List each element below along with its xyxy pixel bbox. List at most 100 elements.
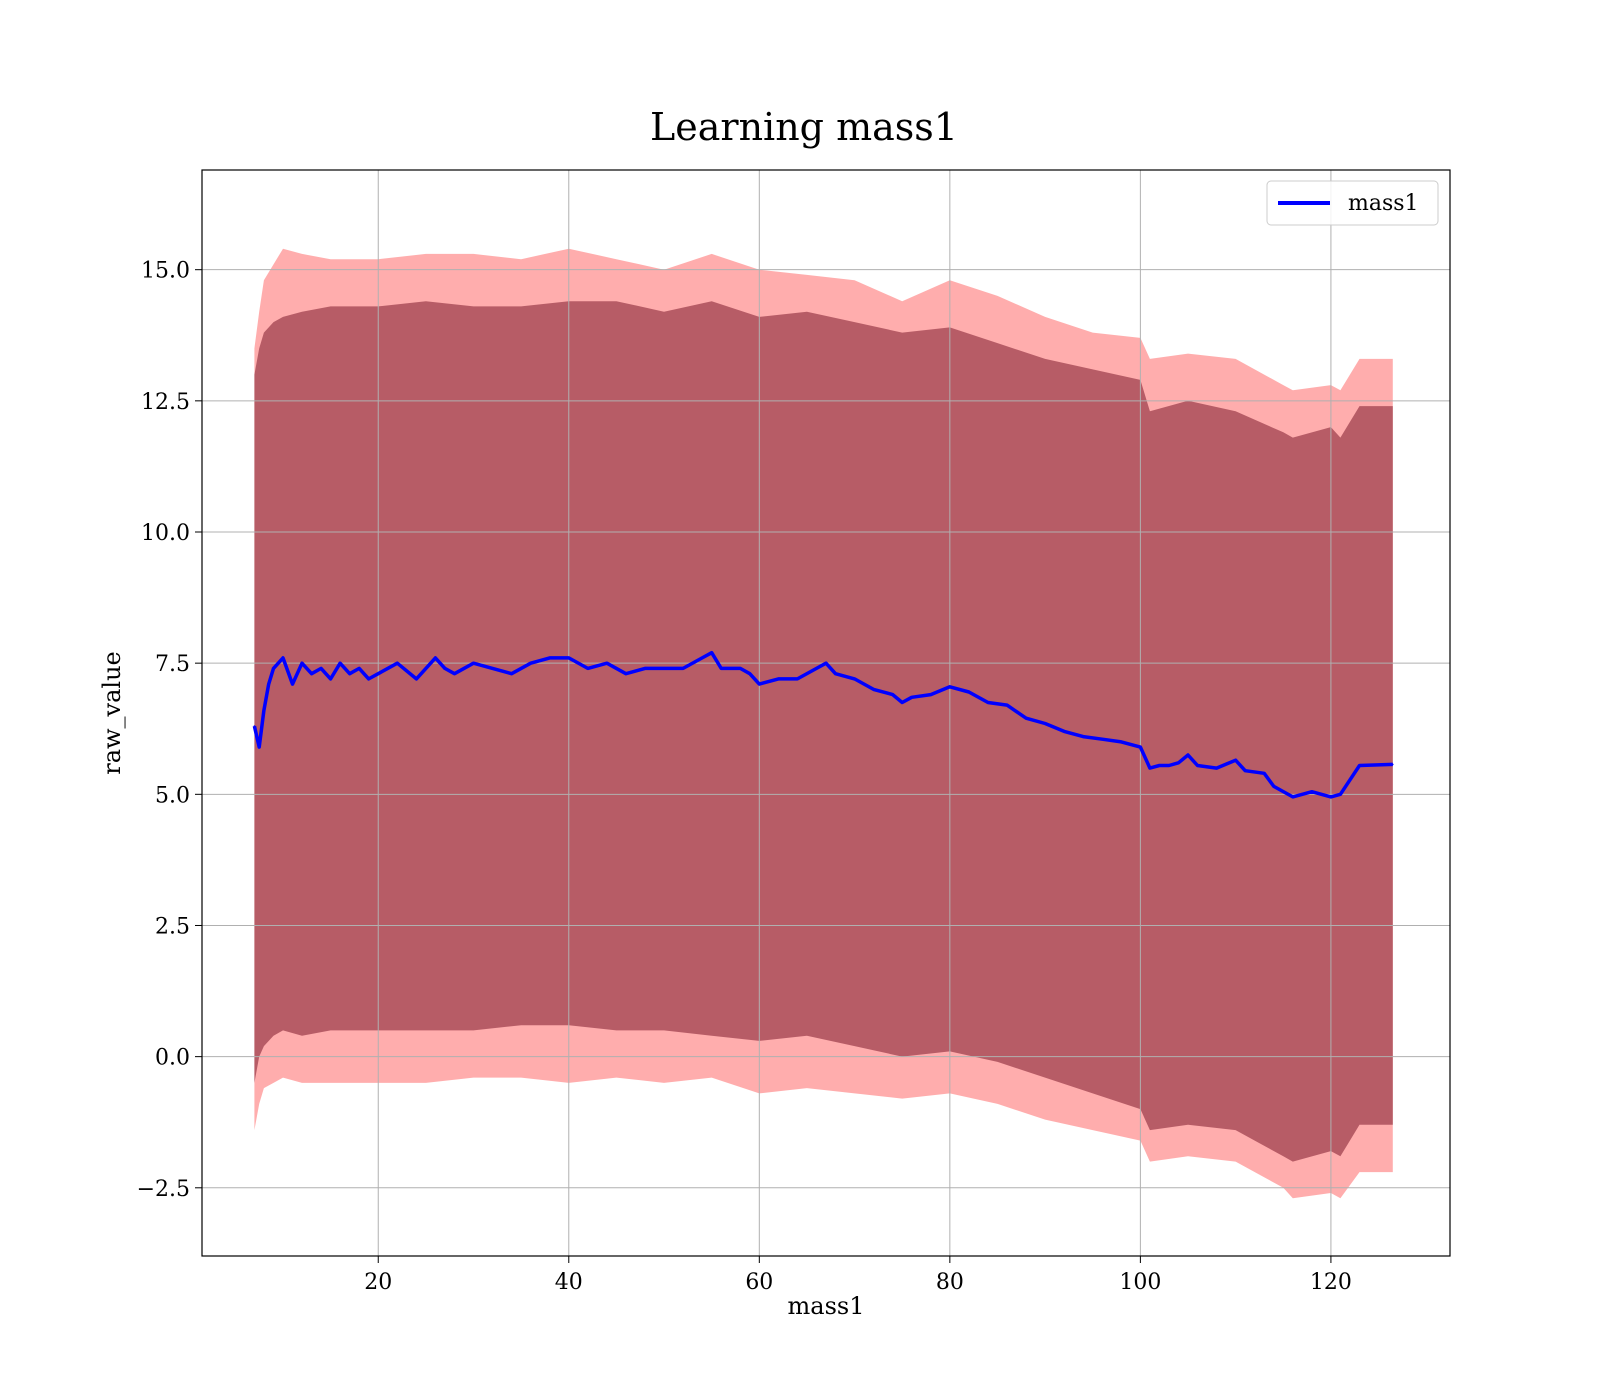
data-point <box>1392 763 1394 766</box>
x-axis-ticks: 20 40 60 80 100 120 <box>364 1256 1352 1295</box>
data-point <box>1101 738 1104 740</box>
series-layer <box>252 650 1394 799</box>
data-point <box>444 667 446 670</box>
data-point <box>1196 764 1199 767</box>
bands-layer <box>254 248 1393 1199</box>
data-point <box>1139 746 1142 748</box>
data-point <box>1358 764 1361 767</box>
data-point <box>1158 764 1161 767</box>
data-point <box>949 686 951 688</box>
data-point <box>291 683 294 685</box>
y-tick-label: 5.0 <box>155 783 190 808</box>
data-point <box>301 662 303 664</box>
x-tick-label: 100 <box>1119 1270 1161 1295</box>
data-point <box>472 662 475 664</box>
data-point <box>758 683 761 685</box>
data-point <box>282 657 284 659</box>
x-tick-label: 80 <box>936 1270 964 1295</box>
data-point <box>749 672 751 675</box>
data-point <box>777 678 780 680</box>
legend-box <box>1266 180 1439 226</box>
data-point <box>1234 759 1237 761</box>
data-point <box>453 672 456 675</box>
chart-title: Learning mass1 <box>650 105 958 149</box>
data-point <box>367 678 370 680</box>
data-point <box>348 672 351 675</box>
data-point <box>1025 717 1027 719</box>
data-point <box>1120 741 1123 743</box>
data-point <box>1311 790 1313 793</box>
data-point <box>320 667 322 670</box>
data-point <box>1177 762 1180 764</box>
x-tick-label: 60 <box>745 1270 773 1295</box>
data-point <box>1215 767 1218 769</box>
data-point <box>1149 767 1151 769</box>
data-point <box>568 657 570 659</box>
data-point <box>606 662 608 664</box>
y-tick-label: 12.5 <box>141 390 190 415</box>
y-axis-ticks: −2.5 0.0 2.5 5.0 7.5 10.0 12.5 15.0 <box>137 259 202 1202</box>
x-tick-label: 40 <box>555 1270 583 1295</box>
data-point <box>510 672 513 675</box>
x-axis-label: mass1 <box>788 1292 865 1320</box>
y-tick-label: 15.0 <box>141 259 190 284</box>
x-tick-label: 20 <box>364 1270 392 1295</box>
series-line-mass1 <box>252 650 1393 799</box>
data-point <box>272 667 275 670</box>
data-point <box>1168 764 1170 767</box>
data-point <box>396 662 399 664</box>
data-point <box>825 662 827 664</box>
data-point <box>377 672 380 675</box>
data-point <box>739 667 742 670</box>
legend: mass1 <box>1266 180 1439 226</box>
y-tick-label: 0.0 <box>155 1046 190 1071</box>
data-point <box>720 667 722 670</box>
data-point <box>253 725 256 727</box>
y-tick-label: 10.0 <box>141 521 190 546</box>
data-point <box>901 701 903 704</box>
data-point <box>1292 796 1294 798</box>
data-point <box>910 696 913 699</box>
data-point <box>587 667 589 670</box>
data-point <box>1006 704 1008 706</box>
data-point <box>1044 722 1046 725</box>
legend-label: mass1 <box>1348 191 1419 216</box>
data-point <box>548 657 551 659</box>
data-point <box>258 746 261 748</box>
data-point <box>682 667 684 670</box>
data-point <box>968 691 970 693</box>
data-point <box>834 672 837 675</box>
data-point <box>310 672 313 675</box>
data-point <box>853 678 856 680</box>
data-point <box>358 667 361 670</box>
y-tick-label: 7.5 <box>155 652 190 677</box>
data-point <box>263 709 265 712</box>
data-point <box>644 667 646 670</box>
data-point <box>710 651 713 654</box>
data-point <box>491 667 494 670</box>
y-axis-label: raw_value <box>98 651 126 775</box>
data-point <box>663 667 665 670</box>
data-point <box>415 678 418 680</box>
data-point <box>930 693 932 696</box>
data-point <box>1273 785 1275 788</box>
grid-layer <box>202 170 1450 1256</box>
y-tick-label: −2.5 <box>137 1177 190 1202</box>
data-point <box>434 657 437 659</box>
band-inner <box>254 301 1393 1162</box>
data-point <box>625 672 627 675</box>
data-point <box>815 667 818 670</box>
data-point <box>891 693 894 696</box>
data-point <box>1263 772 1265 775</box>
data-point <box>329 678 332 680</box>
data-point <box>872 688 875 691</box>
data-point <box>267 683 270 685</box>
data-point <box>339 662 341 664</box>
data-point <box>1330 796 1332 798</box>
data-point <box>1082 735 1084 738</box>
data-point <box>1339 793 1342 796</box>
x-tick-label: 120 <box>1310 1270 1352 1295</box>
data-point <box>529 662 532 664</box>
data-point <box>1063 730 1065 733</box>
